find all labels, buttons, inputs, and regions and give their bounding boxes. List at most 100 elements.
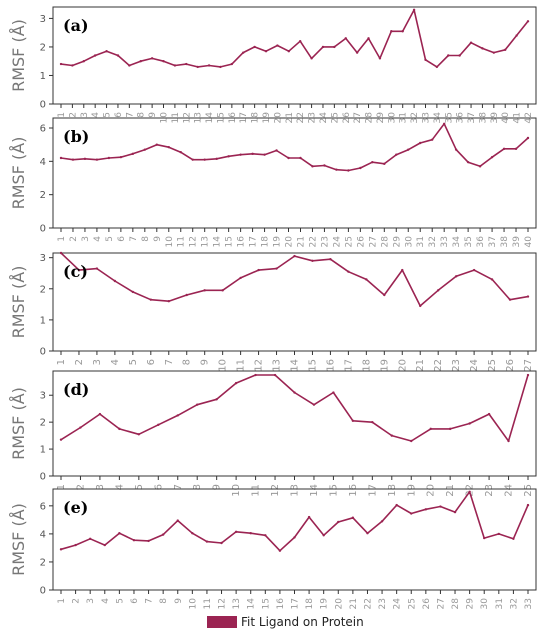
data-point [119,155,123,159]
data-point [390,434,393,437]
x-tick-label: 6 [117,236,127,242]
x-tick-label: 29 [392,236,402,248]
x-tick-label: 1 [57,112,67,118]
x-tick-label: 10 [231,484,242,497]
x-tick-label: 2 [72,598,82,604]
y-tick-label: 3 [40,14,46,25]
data-point [196,65,199,69]
data-point [116,54,120,57]
data-point [149,298,153,301]
x-tick-label: 2 [74,359,85,365]
data-point [157,423,160,427]
x-tick-label: 5 [105,236,115,242]
x-tick-label: 1 [57,236,67,242]
data-point [242,51,245,54]
data-point [137,433,141,436]
data-point [263,153,266,156]
data-point [366,531,369,535]
data-point [215,157,218,161]
series-line [60,252,529,307]
x-tick-label: 30 [404,236,414,248]
x-tick-label: 17 [343,359,354,372]
x-tick-label: 12 [189,236,199,247]
data-point [276,44,279,47]
data-point [293,536,296,539]
panel-label: (e) [63,498,88,517]
y-tick-label: 0 [40,586,46,597]
x-tick-label: 9 [212,484,223,490]
data-point [59,438,63,441]
x-tick-label: 3 [80,112,90,118]
data-point [275,149,278,152]
x-tick-label: 10 [218,359,229,372]
x-tick-label: 40 [524,236,534,248]
x-tick-label: 24 [504,484,515,497]
x-tick-label: 27 [368,236,378,247]
y-axis-label: RMSF (Å) [9,503,28,576]
x-tick-label: 4 [93,236,103,242]
data-point [185,62,188,66]
data-point [278,549,282,552]
x-tick-label: 20 [285,236,295,248]
data-point [512,537,515,540]
data-point [333,45,336,49]
x-tick-label: 14 [309,484,320,497]
data-point [220,541,223,545]
x-tick-label: 19 [320,598,330,610]
x-tick-label: 23 [451,359,462,372]
data-point [219,65,222,69]
data-point [161,533,165,536]
data-point [132,539,136,542]
data-point [230,62,234,66]
x-tick-label: 16 [348,484,359,497]
data-point [435,65,439,69]
x-tick-label: 15 [328,484,339,497]
x-tick-label: 36 [476,236,486,248]
data-point [251,152,254,156]
data-point [249,531,252,535]
plot-frame [52,370,537,477]
y-axis-label: RMSF (Å) [9,387,28,460]
data-point [264,50,268,53]
x-tick-label: 27 [523,359,534,372]
x-tick-label: 25 [344,236,354,247]
data-point [490,155,494,159]
data-point [321,45,325,49]
series-line [60,123,529,172]
data-point [118,531,121,535]
data-point [95,267,99,270]
x-tick-label: 16 [325,359,336,372]
data-point [424,508,428,511]
data-point [458,54,461,57]
data-point [355,51,359,54]
x-tick-label: 1 [57,598,67,604]
data-point [103,543,106,547]
x-tick-label: 4 [114,484,125,490]
data-point [337,520,340,524]
data-point [107,156,111,160]
data-point [401,30,404,33]
x-tick-label: 16 [237,236,247,248]
x-tick-label: 21 [349,598,359,609]
x-tick-label: 9 [153,236,163,242]
y-tick-label: 0 [40,472,46,483]
x-tick-label: 13 [201,236,211,247]
data-point [312,403,316,406]
x-tick-label: 21 [296,236,306,247]
data-point [293,254,296,258]
data-point [205,540,209,543]
data-point [287,156,290,160]
data-point [526,503,530,507]
data-point [203,289,206,292]
x-tick-label: 10 [165,236,175,248]
data-point [526,295,530,298]
y-tick-label: 3 [40,253,46,264]
x-tick-label: 13 [232,598,242,609]
x-tick-label: 15 [261,598,271,609]
data-point [442,122,446,126]
x-tick-label: 23 [320,236,330,247]
y-tick-label: 4 [40,529,46,540]
data-point [143,148,147,151]
